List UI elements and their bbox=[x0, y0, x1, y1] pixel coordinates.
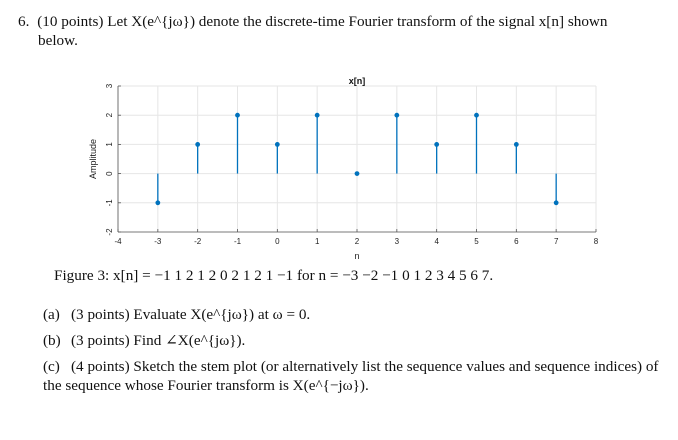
stem-marker bbox=[354, 171, 360, 176]
problem-statement: 6. (10 points) Let X(e^{jω}) denote the … bbox=[18, 12, 668, 50]
x-tick-label: 2 bbox=[355, 237, 360, 246]
part-a: (a) (3 points) Evaluate X(e^{jω}) at ω = … bbox=[43, 305, 663, 324]
x-axis-label: n bbox=[354, 251, 359, 261]
x-tick-label: 3 bbox=[395, 237, 400, 246]
part-c-label: (c) bbox=[43, 358, 60, 375]
x-tick-label: 1 bbox=[315, 237, 320, 246]
y-axis-label: Amplitude bbox=[88, 139, 98, 179]
stem-marker bbox=[474, 112, 479, 118]
problem-line-1: (10 points) Let X(e^{jω}) denote the dis… bbox=[37, 13, 608, 30]
y-tick-label: 2 bbox=[105, 112, 114, 117]
x-tick-label: 4 bbox=[434, 237, 439, 246]
x-tick-label: -3 bbox=[154, 237, 162, 246]
stem-marker bbox=[513, 142, 519, 147]
part-b-label: (b) bbox=[43, 332, 61, 349]
y-tick-label: -2 bbox=[105, 228, 114, 236]
stem-marker bbox=[434, 142, 440, 147]
part-c: (c) (4 points) Sketch the stem plot (or a… bbox=[43, 357, 663, 395]
y-tick-label: 0 bbox=[105, 171, 114, 176]
part-a-label: (a) bbox=[43, 306, 60, 323]
part-c-text: (4 points) Sketch the stem plot (or alte… bbox=[43, 358, 659, 394]
stem-marker bbox=[274, 142, 280, 147]
stem-plot: -4 -3 -2 -1 0 1 2 3 4 5 6 7 8 -2 -1 0 1 2 3 x[n] n Amplitude bbox=[88, 76, 599, 261]
stem-marker bbox=[155, 200, 161, 206]
stem-marker bbox=[314, 112, 320, 118]
problem-number: 6. bbox=[18, 13, 30, 30]
y-tick-label: 1 bbox=[105, 142, 114, 147]
stem-plot-figure: -4 -3 -2 -1 0 1 2 3 4 5 6 7 8 -2 -1 0 1 2 3 x[n] n Amplitude bbox=[80, 74, 620, 274]
part-a-text: (3 points) Evaluate X(e^{jω}) at ω = 0. bbox=[71, 306, 311, 323]
x-tick-label: -1 bbox=[234, 237, 242, 246]
part-b: (b) (3 points) Find ∠X(e^{jω}). bbox=[43, 331, 663, 350]
y-tick-label: 3 bbox=[105, 83, 114, 88]
x-tick-label: 8 bbox=[594, 237, 599, 246]
stem-marker bbox=[235, 112, 240, 118]
x-tick-label: 0 bbox=[275, 237, 280, 246]
question-parts: (a) (3 points) Evaluate X(e^{jω}) at ω = … bbox=[43, 305, 663, 402]
x-tick-label: 7 bbox=[554, 237, 559, 246]
y-tick-label: -1 bbox=[105, 199, 114, 207]
stem-marker bbox=[195, 142, 201, 147]
x-tick-label: 6 bbox=[514, 237, 519, 246]
stem-marker bbox=[553, 200, 559, 206]
stem-marker bbox=[394, 112, 400, 118]
part-b-text: (3 points) Find ∠X(e^{jω}). bbox=[71, 332, 246, 349]
x-tick-label: -4 bbox=[114, 237, 122, 246]
chart-title: x[n] bbox=[349, 76, 366, 86]
x-tick-label: 5 bbox=[474, 237, 479, 246]
x-tick-label: -2 bbox=[194, 237, 202, 246]
figure-caption: Figure 3: x[n] = −1 1 2 1 2 0 2 1 2 1 −1… bbox=[54, 267, 494, 284]
problem-line-2: below. bbox=[38, 32, 78, 49]
